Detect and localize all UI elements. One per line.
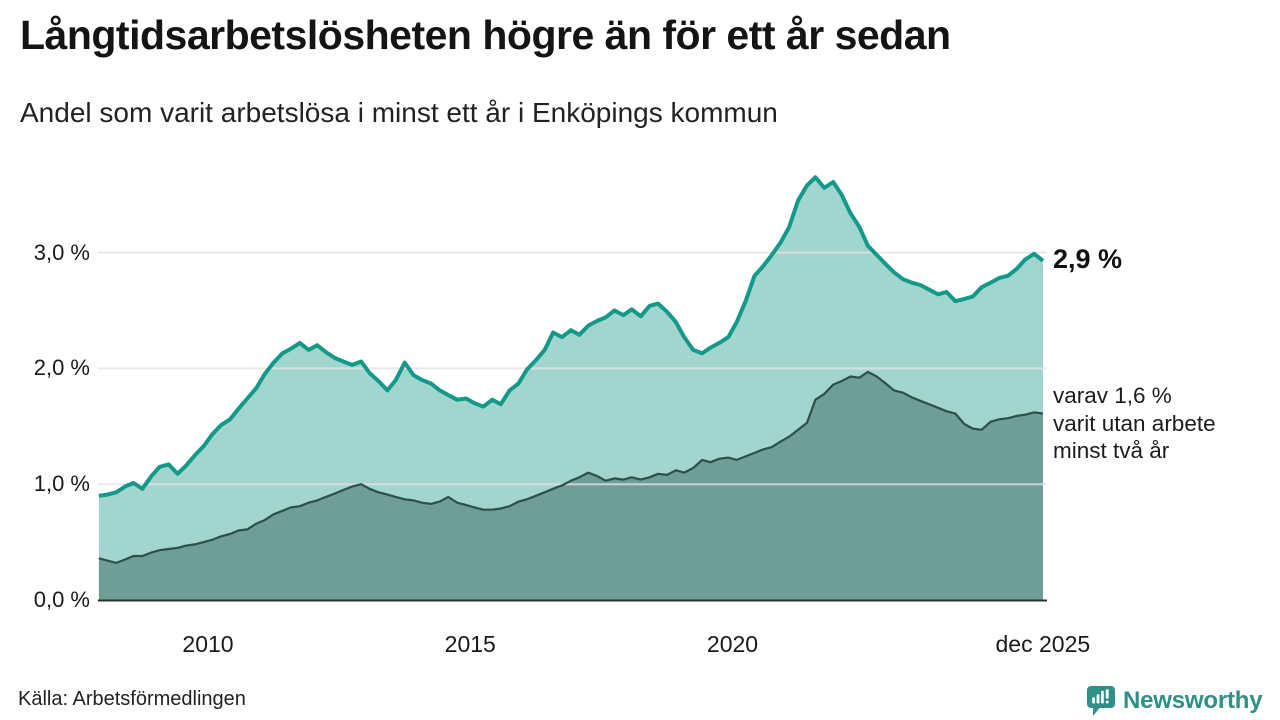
y-tick-label: 2,0 % (33, 355, 90, 381)
page-subtitle: Andel som varit arbetslösa i minst ett å… (20, 97, 778, 128)
line-series-0 (98, 175, 1045, 498)
brand-name: Newsworthy (1123, 687, 1263, 714)
y-tick-label: 1,0 % (33, 471, 90, 497)
x-tick-label: 2010 (182, 631, 234, 657)
source-note: Källa: Arbetsförmedlingen (18, 688, 246, 710)
newsworthy-bar-chart-icon (1086, 685, 1116, 717)
x-tick-label: 2020 (706, 631, 759, 657)
page-title: Långtidsarbetslösheten högre än för ett … (20, 12, 951, 58)
chart-gridlines (97, 251, 1048, 486)
area-fill-series-1 (98, 371, 1043, 600)
x-tick-label: dec 2025 (995, 631, 1091, 657)
secondary-annotation: varav 1,6 % varit utan arbete minst två … (1053, 382, 1216, 465)
chart-area-fills (98, 177, 1043, 601)
chart-series-lines (98, 175, 1045, 564)
secondary-annotation-line: varav 1,6 % (1053, 383, 1172, 408)
secondary-annotation-line: minst två år (1053, 438, 1170, 463)
secondary-annotation-line: varit utan arbete (1053, 410, 1216, 436)
y-tick-label: 0,0 % (33, 587, 90, 612)
brand-logo: Newsworthy (1086, 685, 1263, 717)
end-value-label: 2,9 % (1053, 244, 1123, 274)
x-tick-label: 2015 (444, 631, 496, 657)
y-tick-label: 3,0 % (33, 239, 90, 265)
line-series-1 (98, 370, 1044, 564)
